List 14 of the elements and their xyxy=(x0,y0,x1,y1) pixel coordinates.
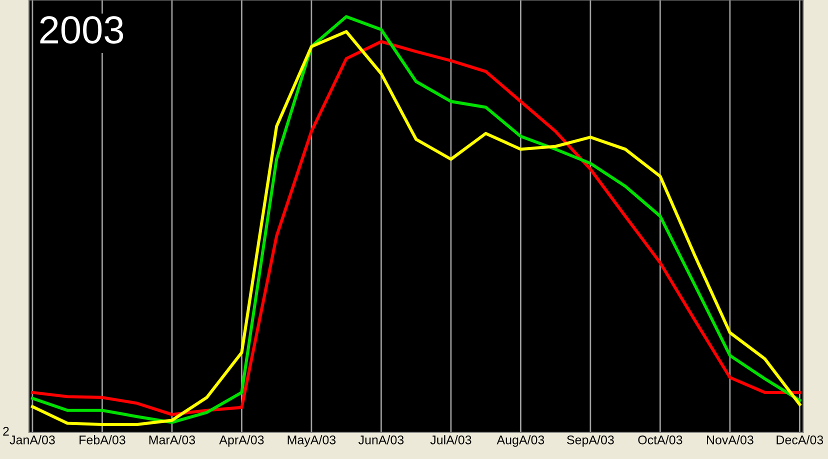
x-tick-label: AprA/03 xyxy=(219,435,264,447)
x-tick-label: JanA/03 xyxy=(10,435,55,444)
x-tick-label: MayA/03 xyxy=(288,435,336,447)
x-tick-label: SepA/03 xyxy=(567,435,614,447)
x-tick-label: DecA/03 xyxy=(776,435,824,444)
x-tick-label: AugA/03 xyxy=(496,435,544,447)
x-tick-label: OctA/03 xyxy=(638,435,682,444)
text: 2 xyxy=(3,426,9,436)
chart-title: 2003 xyxy=(40,16,124,44)
x-tick-label: FebA/03 xyxy=(80,435,126,444)
x-tick-label: JulA/03 xyxy=(430,435,472,444)
x-tick-label: MarA/03 xyxy=(149,435,196,444)
x-tick-label: JunA/03 xyxy=(358,435,404,444)
x-tick-label: NovA/03 xyxy=(706,435,754,444)
